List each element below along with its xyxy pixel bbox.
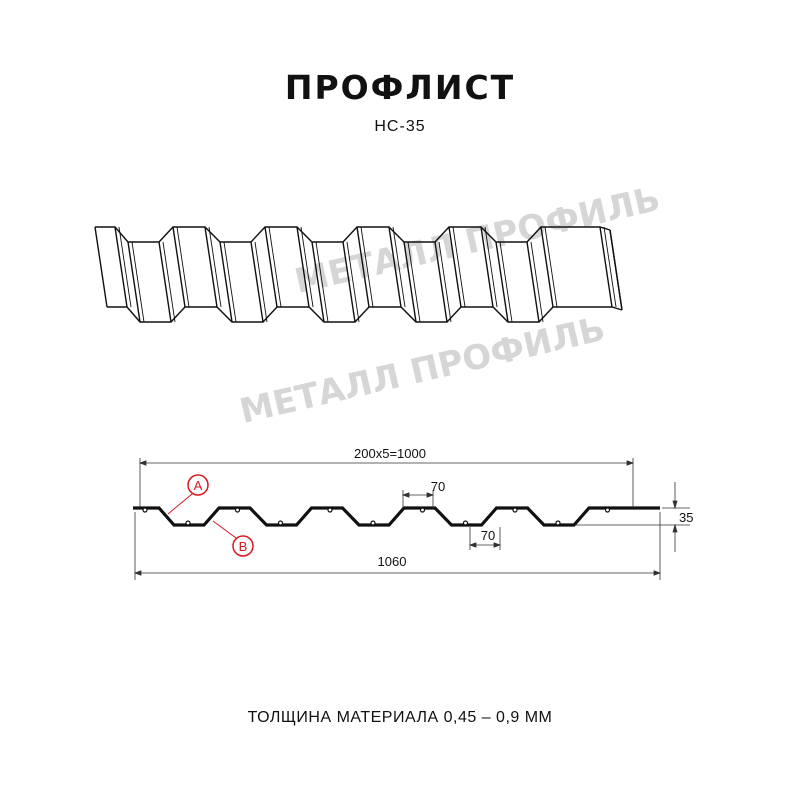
dim-arrow xyxy=(672,500,678,510)
dim-arrow xyxy=(401,492,410,498)
sheet-fold-line xyxy=(94,226,108,308)
dim-arrow xyxy=(672,523,678,533)
sheet-fold-line xyxy=(342,241,356,323)
sheet-fold-line xyxy=(219,241,233,323)
sheet-fold-line xyxy=(448,226,462,308)
sheet-fold-line xyxy=(204,226,218,308)
sheet-cross-section xyxy=(133,506,660,527)
sheet-end-edge xyxy=(609,229,623,311)
dim-bottom-flat-label: 70 xyxy=(481,528,495,543)
sheet-fold-line xyxy=(599,226,613,308)
rib-bump xyxy=(370,520,376,526)
material-thickness: ТОЛЩИНА МАТЕРИАЛА 0,45 – 0,9 ММ xyxy=(247,709,553,726)
marker-b: B xyxy=(212,520,254,557)
rib-bump xyxy=(512,507,518,513)
sheet-rib-line xyxy=(315,241,329,323)
dim-arrow xyxy=(133,570,142,576)
sheet-rib-line xyxy=(407,241,421,323)
dim-top-flat-label: 70 xyxy=(431,479,445,494)
sheet-rib-line xyxy=(300,226,314,308)
page-title: ПРОФЛИСТ xyxy=(284,68,516,107)
sheet-fold-line xyxy=(127,241,141,323)
dim-width-label: 1060 xyxy=(378,554,407,569)
sheet-fold-line xyxy=(403,241,417,323)
dim-arrow xyxy=(626,460,635,466)
sheet-rib-line xyxy=(268,226,282,308)
sheet-fold-line xyxy=(264,226,278,308)
svg-text:A: A xyxy=(194,478,203,493)
sheet-rib-line xyxy=(223,241,237,323)
sheet-fold-line xyxy=(526,241,540,323)
sheet-rib-line xyxy=(346,241,360,323)
svg-text:B: B xyxy=(239,539,248,554)
sheet-rib-line xyxy=(254,241,268,323)
sheet-bottom-edge xyxy=(107,306,623,323)
dim-arrow xyxy=(493,542,502,548)
dim-arrow xyxy=(468,542,477,548)
dim-arrow xyxy=(426,492,435,498)
sheet-fold-line xyxy=(388,226,402,308)
dim-pitch-label: 200x5=1000 xyxy=(354,446,426,461)
sheet-fold-line xyxy=(495,241,509,323)
sheet-rib-line xyxy=(392,226,406,308)
dimensions xyxy=(133,458,690,580)
sheet-fold-line xyxy=(172,226,186,308)
sheet-fold-line xyxy=(250,241,264,323)
sheet-rib-line xyxy=(208,226,222,308)
model-label: НС-35 xyxy=(374,118,426,135)
sheet-rib-line xyxy=(544,226,558,308)
dim-arrow xyxy=(653,570,662,576)
rib-bump xyxy=(462,520,469,526)
sheet-rib-line xyxy=(162,241,176,323)
sheet-top-edge xyxy=(95,226,611,243)
rib-bump xyxy=(419,507,426,513)
rib-bump xyxy=(234,507,241,513)
sheet-rib-line xyxy=(603,226,617,308)
sheet-rib-line xyxy=(360,226,374,308)
sheet-rib-line xyxy=(484,226,498,308)
rib-bump xyxy=(555,520,561,526)
sheet-rib-line xyxy=(176,226,190,308)
sheet-fold-line xyxy=(158,241,172,323)
sheet-rib-line xyxy=(499,241,513,323)
sheet-fold-line xyxy=(434,241,448,323)
sheet-fold-line xyxy=(356,226,370,308)
sheet-rib-line xyxy=(131,241,145,323)
dim-height-label: 35 xyxy=(679,510,693,525)
sheet-rib-line xyxy=(438,241,452,323)
marker-a: A xyxy=(167,474,209,515)
rib-bump xyxy=(327,507,333,513)
sheet-fold-line xyxy=(296,226,310,308)
rib-bump xyxy=(277,520,284,526)
sheet-rib-line xyxy=(452,226,466,308)
sheet-rib-line xyxy=(530,241,544,323)
rib-bump xyxy=(185,520,191,526)
sheet-rib-line xyxy=(118,226,132,308)
sheet-3d-view xyxy=(94,226,623,323)
rib-bump xyxy=(604,507,611,513)
profile-line xyxy=(133,506,660,527)
dim-arrow xyxy=(138,460,147,466)
rib-bump xyxy=(142,507,148,513)
sheet-fold-line xyxy=(114,226,128,308)
sheet-fold-line xyxy=(540,226,554,308)
sheet-fold-line xyxy=(480,226,494,308)
sheet-fold-line xyxy=(311,241,325,323)
